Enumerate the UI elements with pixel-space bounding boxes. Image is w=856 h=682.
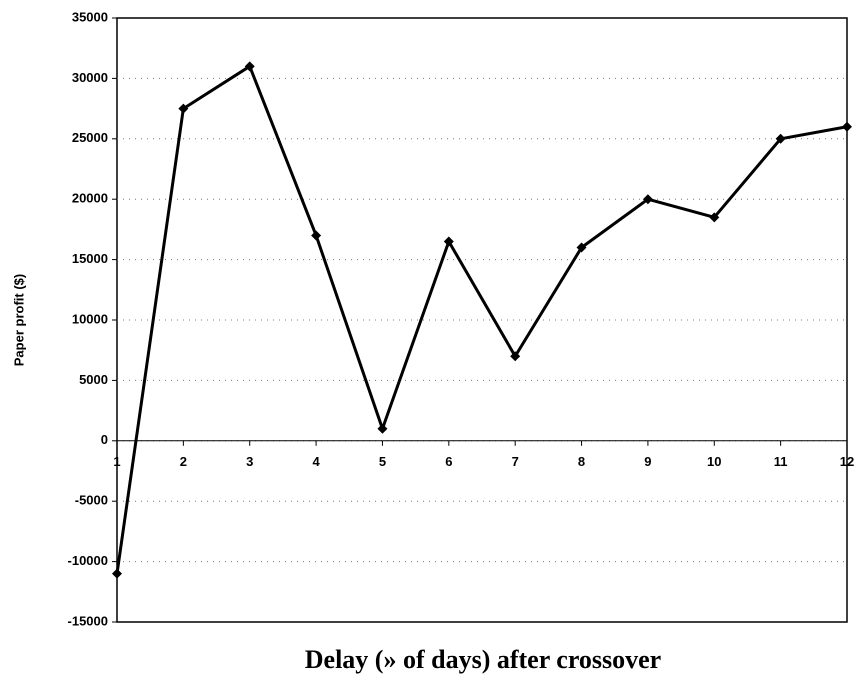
- y-tick-label: 0: [101, 432, 108, 447]
- y-tick-label: -10000: [68, 553, 108, 568]
- point-marker: [576, 242, 587, 253]
- x-tick-label: 4: [312, 454, 320, 469]
- y-tick-label: -5000: [75, 493, 108, 508]
- y-tick-label: 10000: [72, 311, 108, 326]
- x-tick-label: 2: [180, 454, 187, 469]
- y-tick-label: 5000: [79, 372, 108, 387]
- plot-area: [116, 17, 848, 623]
- point-marker: [510, 351, 521, 362]
- x-tick-label: 7: [512, 454, 519, 469]
- x-tick-label: 9: [644, 454, 651, 469]
- x-tick-label: 12: [840, 454, 854, 469]
- point-marker: [377, 423, 388, 434]
- point-marker: [178, 103, 189, 114]
- y-tick-label: 20000: [72, 191, 108, 206]
- x-tick-label: 11: [774, 454, 788, 469]
- point-marker: [775, 133, 786, 144]
- point-marker: [842, 121, 852, 132]
- x-tick-label: 6: [445, 454, 452, 469]
- x-tick-label: 8: [578, 454, 585, 469]
- x-tick-label: 3: [246, 454, 253, 469]
- point-marker: [642, 194, 653, 205]
- y-tick-label: 30000: [72, 70, 108, 85]
- series-line: [115, 64, 848, 574]
- point-marker: [112, 568, 122, 579]
- x-tick-label: 5: [379, 454, 386, 469]
- x-tick-label: 1: [113, 454, 120, 469]
- y-tick-label: -15000: [68, 613, 108, 628]
- y-axis-label: Paper profit ($): [11, 274, 26, 366]
- x-axis-label: Delay (» of days) after crossover: [305, 645, 661, 674]
- y-tick-label: 35000: [72, 9, 108, 24]
- y-tick-label: 25000: [72, 130, 108, 145]
- point-marker: [311, 230, 322, 241]
- x-tick-label: 10: [707, 454, 721, 469]
- point-marker: [244, 61, 255, 72]
- point-marker: [709, 212, 720, 223]
- point-marker: [443, 236, 454, 247]
- y-tick-label: 15000: [72, 251, 108, 266]
